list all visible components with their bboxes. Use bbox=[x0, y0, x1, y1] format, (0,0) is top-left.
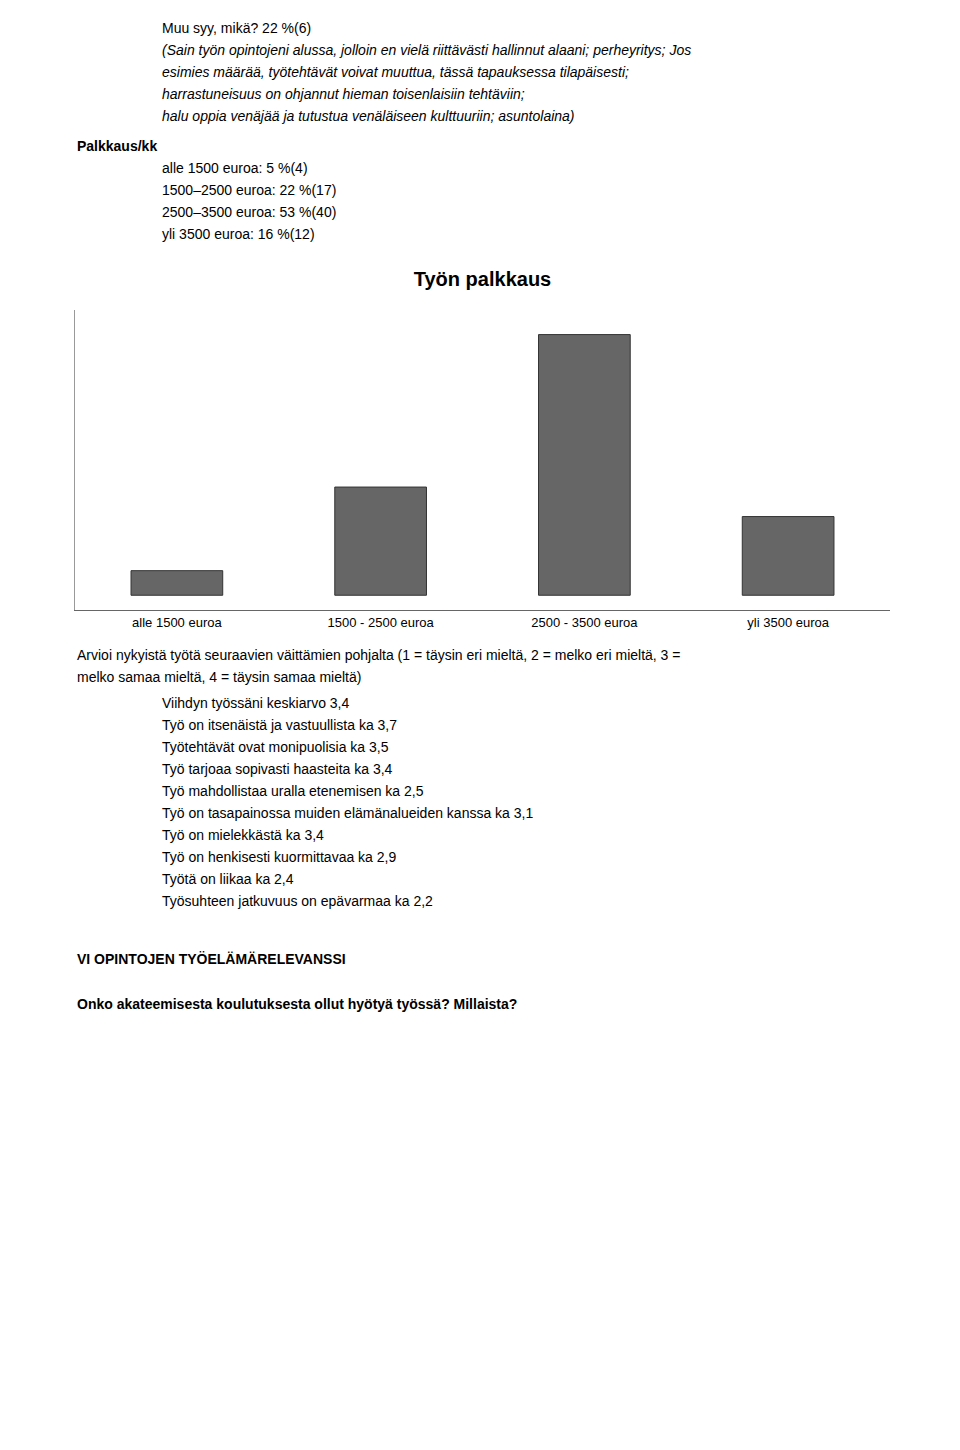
svg-text:alle 1500 euroa: 5 %(4): alle 1500 euroa: 5 %(4) bbox=[162, 160, 308, 176]
svg-text:Palkkaus/kk: Palkkaus/kk bbox=[77, 138, 157, 154]
svg-text:alle 1500 euroa: alle 1500 euroa bbox=[132, 615, 222, 630]
svg-text:Muu syy, mikä? 22 %(6): Muu syy, mikä? 22 %(6) bbox=[162, 20, 311, 36]
svg-text:Työ on itsenäistä ja vastuulli: Työ on itsenäistä ja vastuullista ka 3,7 bbox=[162, 717, 397, 733]
svg-text:Työsuhteen jatkuvuus on epävar: Työsuhteen jatkuvuus on epävarmaa ka 2,2 bbox=[162, 893, 433, 909]
svg-text:2500–3500 euroa: 53 %(40): 2500–3500 euroa: 53 %(40) bbox=[162, 204, 336, 220]
svg-text:Työtehtävät ovat monipuolisia: Työtehtävät ovat monipuolisia ka 3,5 bbox=[162, 739, 389, 755]
svg-text:Työ on tasapainossa muiden elä: Työ on tasapainossa muiden elämänalueide… bbox=[162, 805, 533, 821]
svg-text:(Sain työn opintojeni alussa,: (Sain työn opintojeni alussa, jolloin en… bbox=[162, 42, 691, 58]
svg-text:2500 - 3500 euroa: 2500 - 3500 euroa bbox=[531, 615, 638, 630]
svg-text:1500–2500 euroa: 22 %(17): 1500–2500 euroa: 22 %(17) bbox=[162, 182, 336, 198]
svg-text:halu oppia venäjää ja tutustua: halu oppia venäjää ja tutustua venäläise… bbox=[162, 108, 575, 124]
svg-text:Työ mahdollistaa uralla etenem: Työ mahdollistaa uralla etenemisen ka 2,… bbox=[162, 783, 424, 799]
svg-text:esimies määrää, työtehtävät vo: esimies määrää, työtehtävät voivat muutt… bbox=[162, 64, 629, 80]
svg-text:yli 3500 euroa: 16 %(12): yli 3500 euroa: 16 %(12) bbox=[162, 226, 315, 242]
svg-text:Työtä on liikaa ka 2,4: Työtä on liikaa ka 2,4 bbox=[162, 871, 294, 887]
svg-text:VI OPINTOJEN TYÖELÄMÄRELEVANSS: VI OPINTOJEN TYÖELÄMÄRELEVANSSI bbox=[77, 951, 346, 967]
svg-text:harrastuneisuus on ohjannut hi: harrastuneisuus on ohjannut hieman toise… bbox=[162, 86, 525, 102]
svg-text:Työ on henkisesti kuormittavaa: Työ on henkisesti kuormittavaa ka 2,9 bbox=[162, 849, 396, 865]
svg-text:1500 - 2500 euroa: 1500 - 2500 euroa bbox=[327, 615, 434, 630]
svg-text:Työ tarjoaa sopivasti haasteit: Työ tarjoaa sopivasti haasteita ka 3,4 bbox=[162, 761, 393, 777]
svg-text:Viihdyn työssäni keskiarvo 3,4: Viihdyn työssäni keskiarvo 3,4 bbox=[162, 695, 349, 711]
svg-text:Arvioi nykyistä työtä seuraavi: Arvioi nykyistä työtä seuraavien väittäm… bbox=[77, 647, 680, 663]
svg-text:Työ on mielekkästä ka 3,4: Työ on mielekkästä ka 3,4 bbox=[162, 827, 324, 843]
svg-text:melko samaa mieltä, 4 = täysin: melko samaa mieltä, 4 = täysin samaa mie… bbox=[77, 669, 361, 685]
svg-text:Työn palkkaus: Työn palkkaus bbox=[414, 268, 551, 290]
svg-text:Onko akateemisesta koulutukses: Onko akateemisesta koulutuksesta ollut h… bbox=[77, 996, 517, 1012]
svg-text:yli 3500 euroa: yli 3500 euroa bbox=[747, 615, 829, 630]
